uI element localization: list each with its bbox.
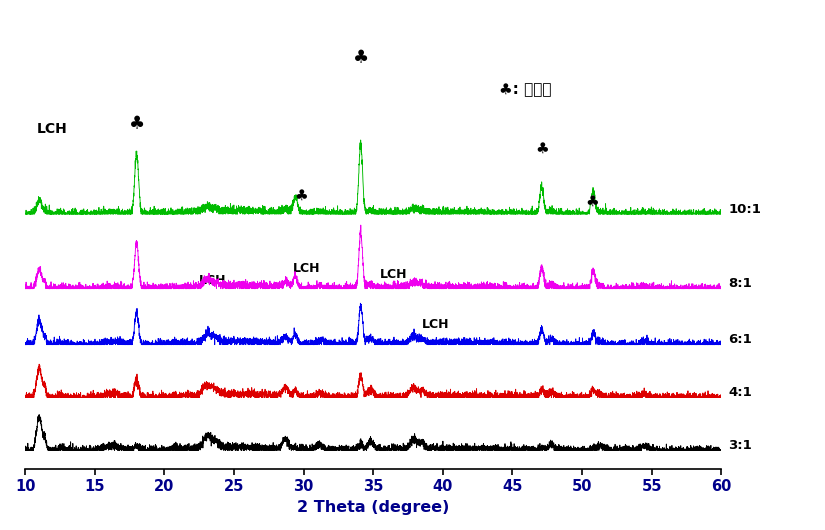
Text: LCH: LCH [380, 268, 408, 281]
Text: 10:1: 10:1 [728, 202, 761, 216]
Text: ♣: ♣ [352, 49, 369, 67]
Text: LCH: LCH [422, 318, 450, 331]
Text: ♣: ♣ [294, 188, 308, 203]
Text: 6:1: 6:1 [728, 333, 752, 346]
Text: LCH: LCH [200, 275, 227, 287]
Text: 8:1: 8:1 [728, 277, 752, 290]
Text: ♣: ♣ [585, 194, 599, 209]
X-axis label: 2 Theta (degree): 2 Theta (degree) [297, 500, 450, 515]
Text: 3:1: 3:1 [728, 439, 752, 452]
Text: LCH: LCH [36, 122, 67, 136]
Text: 4:1: 4:1 [728, 386, 752, 399]
Text: ♣: 소석회: ♣: 소석회 [498, 82, 551, 97]
Text: LCH: LCH [293, 262, 320, 275]
Text: ♣: ♣ [535, 141, 549, 156]
Text: ♣: ♣ [129, 115, 144, 133]
